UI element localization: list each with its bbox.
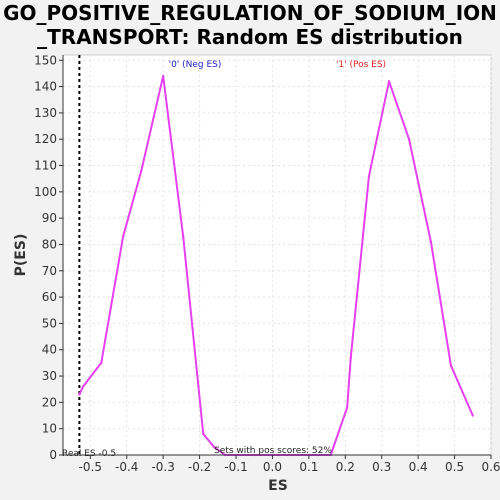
- chart-title-line1: GO_POSITIVE_REGULATION_OF_SODIUM_ION: [3, 1, 497, 25]
- x-tick-label: 0.3: [372, 460, 391, 474]
- x-axis-label: ES: [268, 478, 288, 494]
- y-axis-label: P(ES): [13, 234, 29, 277]
- real-es-label: Real ES -0.5: [62, 449, 116, 459]
- y-tick-label: 120: [34, 132, 57, 146]
- y-tick-label: 110: [34, 159, 57, 173]
- data-point: [140, 169, 143, 172]
- y-tick-label: 40: [42, 343, 57, 357]
- data-point: [407, 138, 411, 141]
- y-tick-label: 0: [49, 448, 57, 462]
- x-tick-label: -0.3: [151, 460, 174, 474]
- pos-es-label: '1' (Pos ES): [336, 60, 386, 70]
- data-point: [429, 240, 433, 244]
- data-point: [100, 361, 103, 365]
- x-tick-label: -0.5: [79, 460, 102, 474]
- data-point: [349, 356, 352, 359]
- data-point: [81, 385, 85, 388]
- data-point: [387, 80, 391, 83]
- x-tick-label: 0.5: [445, 460, 464, 474]
- y-tick-label: 80: [42, 237, 57, 251]
- y-tick-label: 130: [34, 106, 57, 120]
- plot-area: [62, 54, 492, 456]
- data-point: [78, 393, 81, 396]
- y-tick-label: 10: [42, 422, 57, 436]
- data-point: [182, 235, 185, 238]
- data-point: [345, 406, 349, 409]
- x-tick-label: 0.1: [299, 460, 318, 474]
- data-point: [367, 174, 371, 178]
- y-tick-label: 70: [42, 264, 57, 278]
- x-tick-label: -0.1: [224, 460, 247, 474]
- data-point: [161, 74, 165, 78]
- neg-es-label: '0' (Neg ES): [169, 60, 222, 70]
- x-tick-label: 0.6: [481, 460, 500, 474]
- y-tick-label: 20: [42, 395, 57, 409]
- x-tick-label: 0.4: [409, 460, 428, 474]
- x-tick-label: -0.4: [115, 460, 138, 474]
- grid: [63, 55, 492, 456]
- y-tick-label: 60: [42, 290, 57, 304]
- chart-title-line2: _TRANSPORT: Random ES distribution: [37, 25, 463, 49]
- x-tick-label: 0.2: [336, 460, 355, 474]
- x-tick-label: 0.0: [263, 460, 282, 474]
- y-tick-label: 140: [34, 80, 57, 94]
- y-tick-label: 90: [42, 211, 57, 225]
- x-axis-ticks: -0.5 -0.4 -0.3 -0.2 -0.1 0.0 0.1 0.2 0.3 0.4 0.5 0.…: [79, 455, 500, 474]
- data-point: [449, 364, 453, 367]
- x-tick-label: -0.2: [188, 460, 211, 474]
- data-point: [121, 235, 125, 238]
- data-point: [471, 414, 474, 417]
- y-tick-label: 50: [42, 316, 57, 330]
- y-axis-ticks: 0 10 20 30 40 50 60 70 80 90 100 110 120 130 140 150: [34, 53, 63, 462]
- data-point: [212, 445, 216, 449]
- y-tick-label: 150: [34, 53, 57, 67]
- y-tick-label: 100: [34, 185, 57, 199]
- data-point: [202, 432, 205, 436]
- pos-scores-label: Sets with pos scores: 52%: [214, 446, 332, 456]
- y-tick-label: 30: [42, 369, 57, 383]
